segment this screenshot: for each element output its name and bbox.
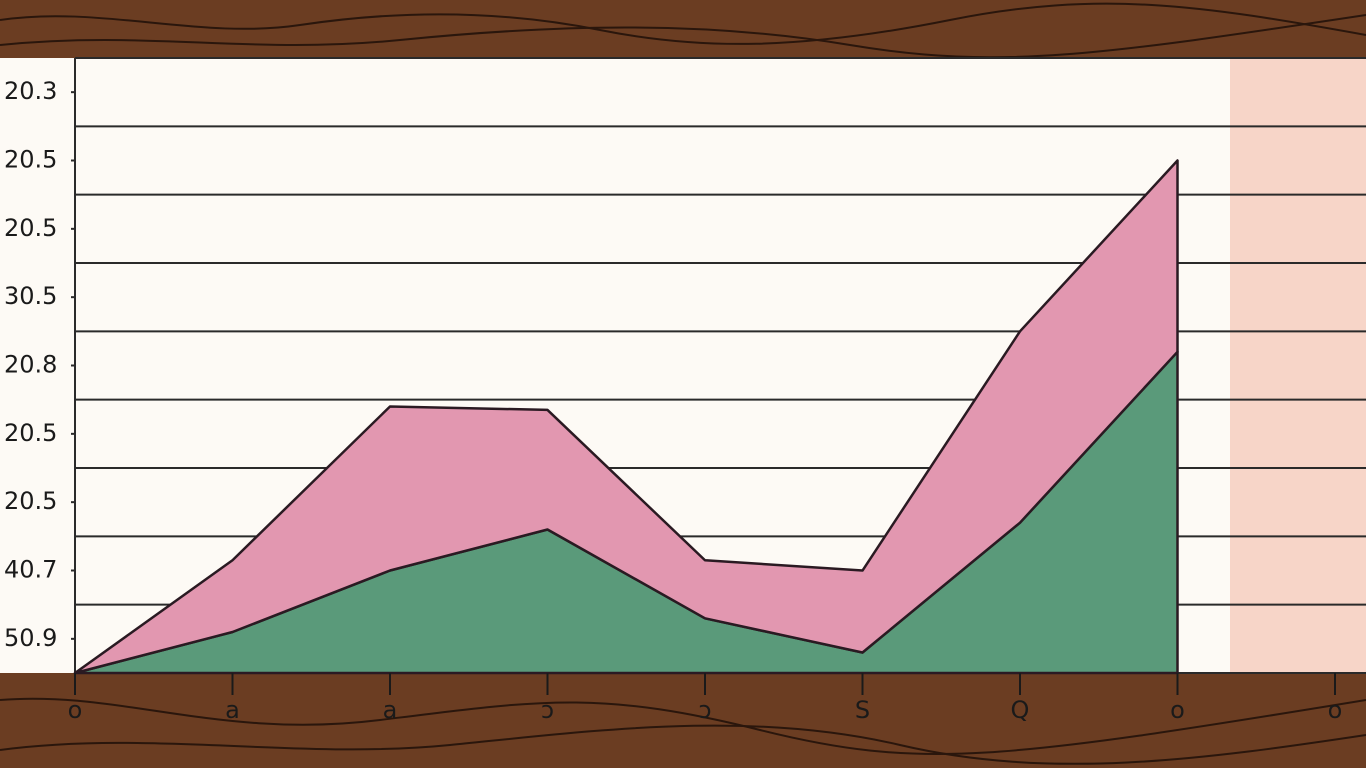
x-tick-label: ɔ (541, 696, 554, 724)
y-tick-label: 20.3 (4, 77, 57, 105)
x-tick-label: o (1328, 696, 1343, 724)
y-tick-label: 20.5 (4, 214, 57, 242)
y-tick-label: 40.7 (4, 556, 57, 584)
x-tick-label: a (225, 696, 240, 724)
x-tick-label: o (68, 696, 83, 724)
y-tick-label: 20.5 (4, 487, 57, 515)
x-tick-label: S (855, 696, 870, 724)
x-tick-label: ɔ (698, 696, 711, 724)
x-tick-label: Q (1011, 696, 1030, 724)
y-tick-label: 20.5 (4, 419, 57, 447)
x-tick-label: o (1170, 696, 1185, 724)
y-tick-label: 30.5 (4, 282, 57, 310)
wood-bottom (0, 673, 1366, 768)
y-tick-label: 20.8 (4, 351, 57, 379)
side-panel (1230, 58, 1366, 673)
y-tick-label: 50.9 (4, 624, 57, 652)
y-tick-label: 20.5 (4, 146, 57, 174)
x-tick-label: a (383, 696, 398, 724)
area (73, 159, 1179, 675)
